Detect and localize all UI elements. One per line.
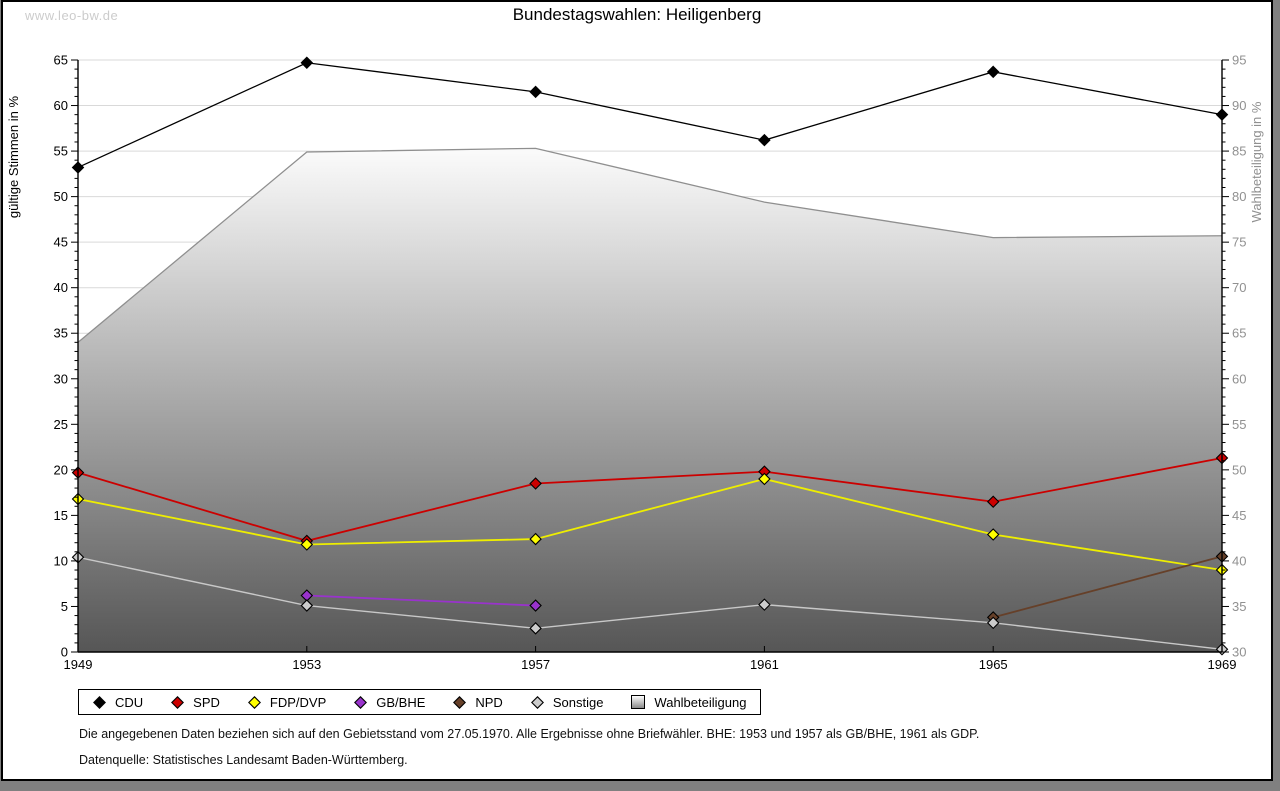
svg-text:85: 85 <box>1232 144 1246 159</box>
svg-text:65: 65 <box>1232 326 1246 341</box>
wahlbeteiligung-boundary <box>77 147 1223 343</box>
legend-item-wahlbeteiligung: Wahlbeteiligung <box>631 695 746 710</box>
svg-text:80: 80 <box>1232 189 1246 204</box>
svg-text:35: 35 <box>1232 599 1246 614</box>
svg-text:70: 70 <box>1232 280 1246 295</box>
page-title: Bundestagswahlen: Heiligenberg <box>512 5 762 24</box>
svg-text:1953: 1953 <box>292 657 321 672</box>
wahlbeteiligung-area <box>78 148 1222 653</box>
series-gbbhe <box>306 594 536 607</box>
gbbhe-diamond-icon <box>354 695 368 709</box>
svg-text:20: 20 <box>54 462 68 477</box>
series-sonstige <box>77 556 1223 650</box>
svg-text:1969: 1969 <box>1208 657 1237 672</box>
svg-text:60: 60 <box>54 98 68 113</box>
svg-text:1949: 1949 <box>64 657 93 672</box>
cdu-diamond-icon <box>93 695 106 709</box>
svg-text:50: 50 <box>54 189 68 204</box>
legend-item-spd: SPD <box>171 695 220 710</box>
right-axis-label: Wahlbeteiligung in % <box>1249 101 1264 222</box>
wahlbeteiligung-swatch-icon <box>631 695 646 709</box>
svg-text:55: 55 <box>1232 417 1246 432</box>
legend-label: FDP/DVP <box>269 694 327 710</box>
svg-text:10: 10 <box>54 553 68 568</box>
sonstige-diamond-icon <box>530 695 544 709</box>
svg-text:30: 30 <box>54 371 68 386</box>
svg-text:75: 75 <box>1232 235 1246 250</box>
series-cdu <box>77 62 1223 169</box>
svg-text:50: 50 <box>1232 462 1246 477</box>
legend-label: GB/BHE <box>376 694 426 710</box>
series-fdpdvp <box>77 478 1223 571</box>
spd-diamond-icon <box>171 695 185 709</box>
svg-text:1965: 1965 <box>979 657 1008 672</box>
svg-text:40: 40 <box>54 280 68 295</box>
legend-label: Sonstige <box>552 694 604 710</box>
svg-text:55: 55 <box>54 144 68 159</box>
markers-sonstige <box>71 551 1229 656</box>
left-axis-label: gültige Stimmen in % <box>6 96 21 219</box>
fdpdvp-diamond-icon <box>247 695 261 709</box>
svg-text:60: 60 <box>1232 371 1246 386</box>
svg-text:5: 5 <box>61 599 68 614</box>
svg-text:35: 35 <box>54 326 68 341</box>
markers-cdu <box>71 56 1229 174</box>
watermark: www.leo-bw.de <box>25 8 119 23</box>
svg-text:90: 90 <box>1232 98 1246 113</box>
footnote-data-note: Die angegebenen Daten beziehen sich auf … <box>79 727 980 741</box>
legend-label: Wahlbeteiligung <box>654 694 747 710</box>
svg-text:1961: 1961 <box>750 657 779 672</box>
svg-text:15: 15 <box>54 508 68 523</box>
npd-diamond-icon <box>453 695 467 709</box>
chart-legend: CDU SPD FDP/DVP GB/BHE NPD Sonstige Wahlbeteil… <box>78 689 762 715</box>
legend-item-sonstige: Sonstige <box>530 694 604 710</box>
legend-label: CDU <box>115 694 144 710</box>
svg-text:30: 30 <box>1232 645 1246 660</box>
svg-text:65: 65 <box>54 53 68 68</box>
legend-item-gbbhe: GB/BHE <box>354 695 425 710</box>
legend-label: SPD <box>193 694 220 710</box>
svg-text:45: 45 <box>1232 508 1246 523</box>
svg-text:1957: 1957 <box>521 657 550 672</box>
svg-text:45: 45 <box>54 235 68 250</box>
series-spd <box>77 457 1223 542</box>
footnote-source: Datenquelle: Statistisches Landesamt Bad… <box>79 753 408 767</box>
svg-text:0: 0 <box>61 645 68 660</box>
svg-text:95: 95 <box>1232 53 1246 68</box>
election-line-chart: 0 5 10 15 20 25 30 35 40 45 50 55 60 65 30 35 40 45 50 55 60… <box>6 53 1264 673</box>
legend-label: NPD <box>475 694 503 710</box>
legend-item-cdu: CDU <box>93 695 143 710</box>
svg-text:40: 40 <box>1232 553 1246 568</box>
legend-item-fdpdvp: FDP/DVP <box>247 694 327 710</box>
legend-item-npd: NPD <box>453 694 503 710</box>
series-npd <box>992 555 1223 619</box>
axes: 0 5 10 15 20 25 30 35 40 45 50 55 60 65 30 35 40 45 50 55 60… <box>54 53 1247 673</box>
svg-text:25: 25 <box>54 417 68 432</box>
